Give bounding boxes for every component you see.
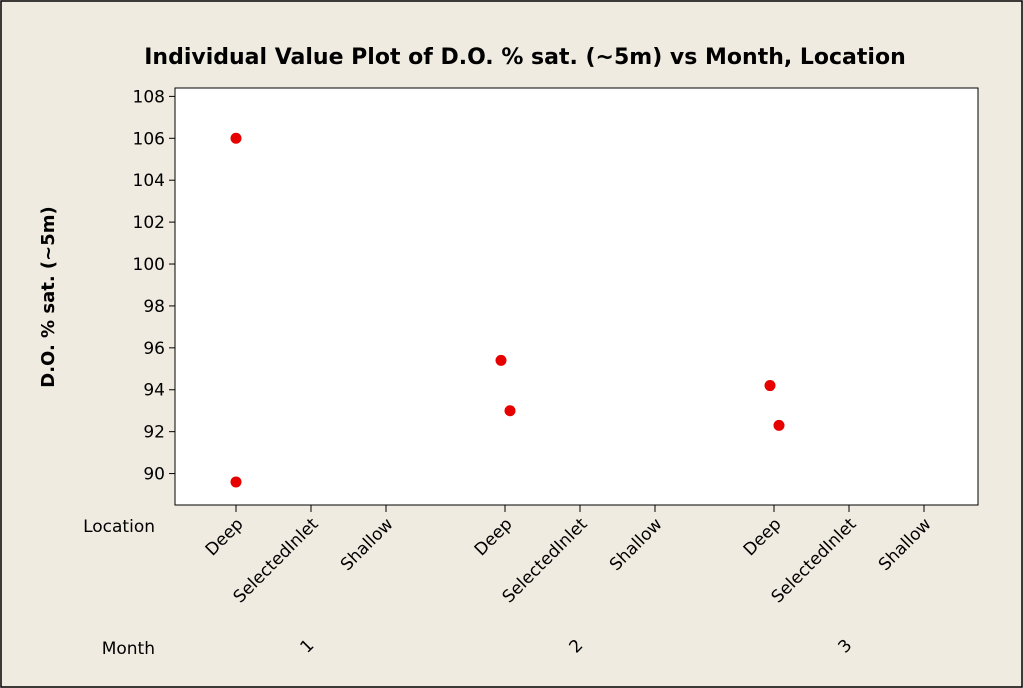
data-point xyxy=(230,132,242,144)
y-axis-label: D.O. % sat. (~5m) xyxy=(38,206,59,387)
y-tick-label: 102 xyxy=(133,213,165,233)
row-label: Location xyxy=(83,517,155,537)
plot-area xyxy=(174,87,979,506)
y-tick-label: 104 xyxy=(133,171,165,191)
y-tick-label: 106 xyxy=(133,129,165,149)
data-point xyxy=(773,419,785,431)
data-point xyxy=(504,405,516,417)
y-tick-label: 94 xyxy=(143,381,165,401)
chart-title: Individual Value Plot of D.O. % sat. (~5… xyxy=(144,45,906,70)
data-point xyxy=(495,354,507,366)
y-tick-label: 100 xyxy=(133,255,165,275)
y-tick-label: 98 xyxy=(143,297,165,317)
y-tick-label: 108 xyxy=(133,87,165,107)
y-tick-label: 96 xyxy=(143,339,165,359)
y-tick-label: 92 xyxy=(143,423,165,443)
row-label: Month xyxy=(102,639,155,659)
y-tick-label: 90 xyxy=(143,465,165,485)
data-point xyxy=(764,380,776,392)
data-point xyxy=(230,476,242,488)
